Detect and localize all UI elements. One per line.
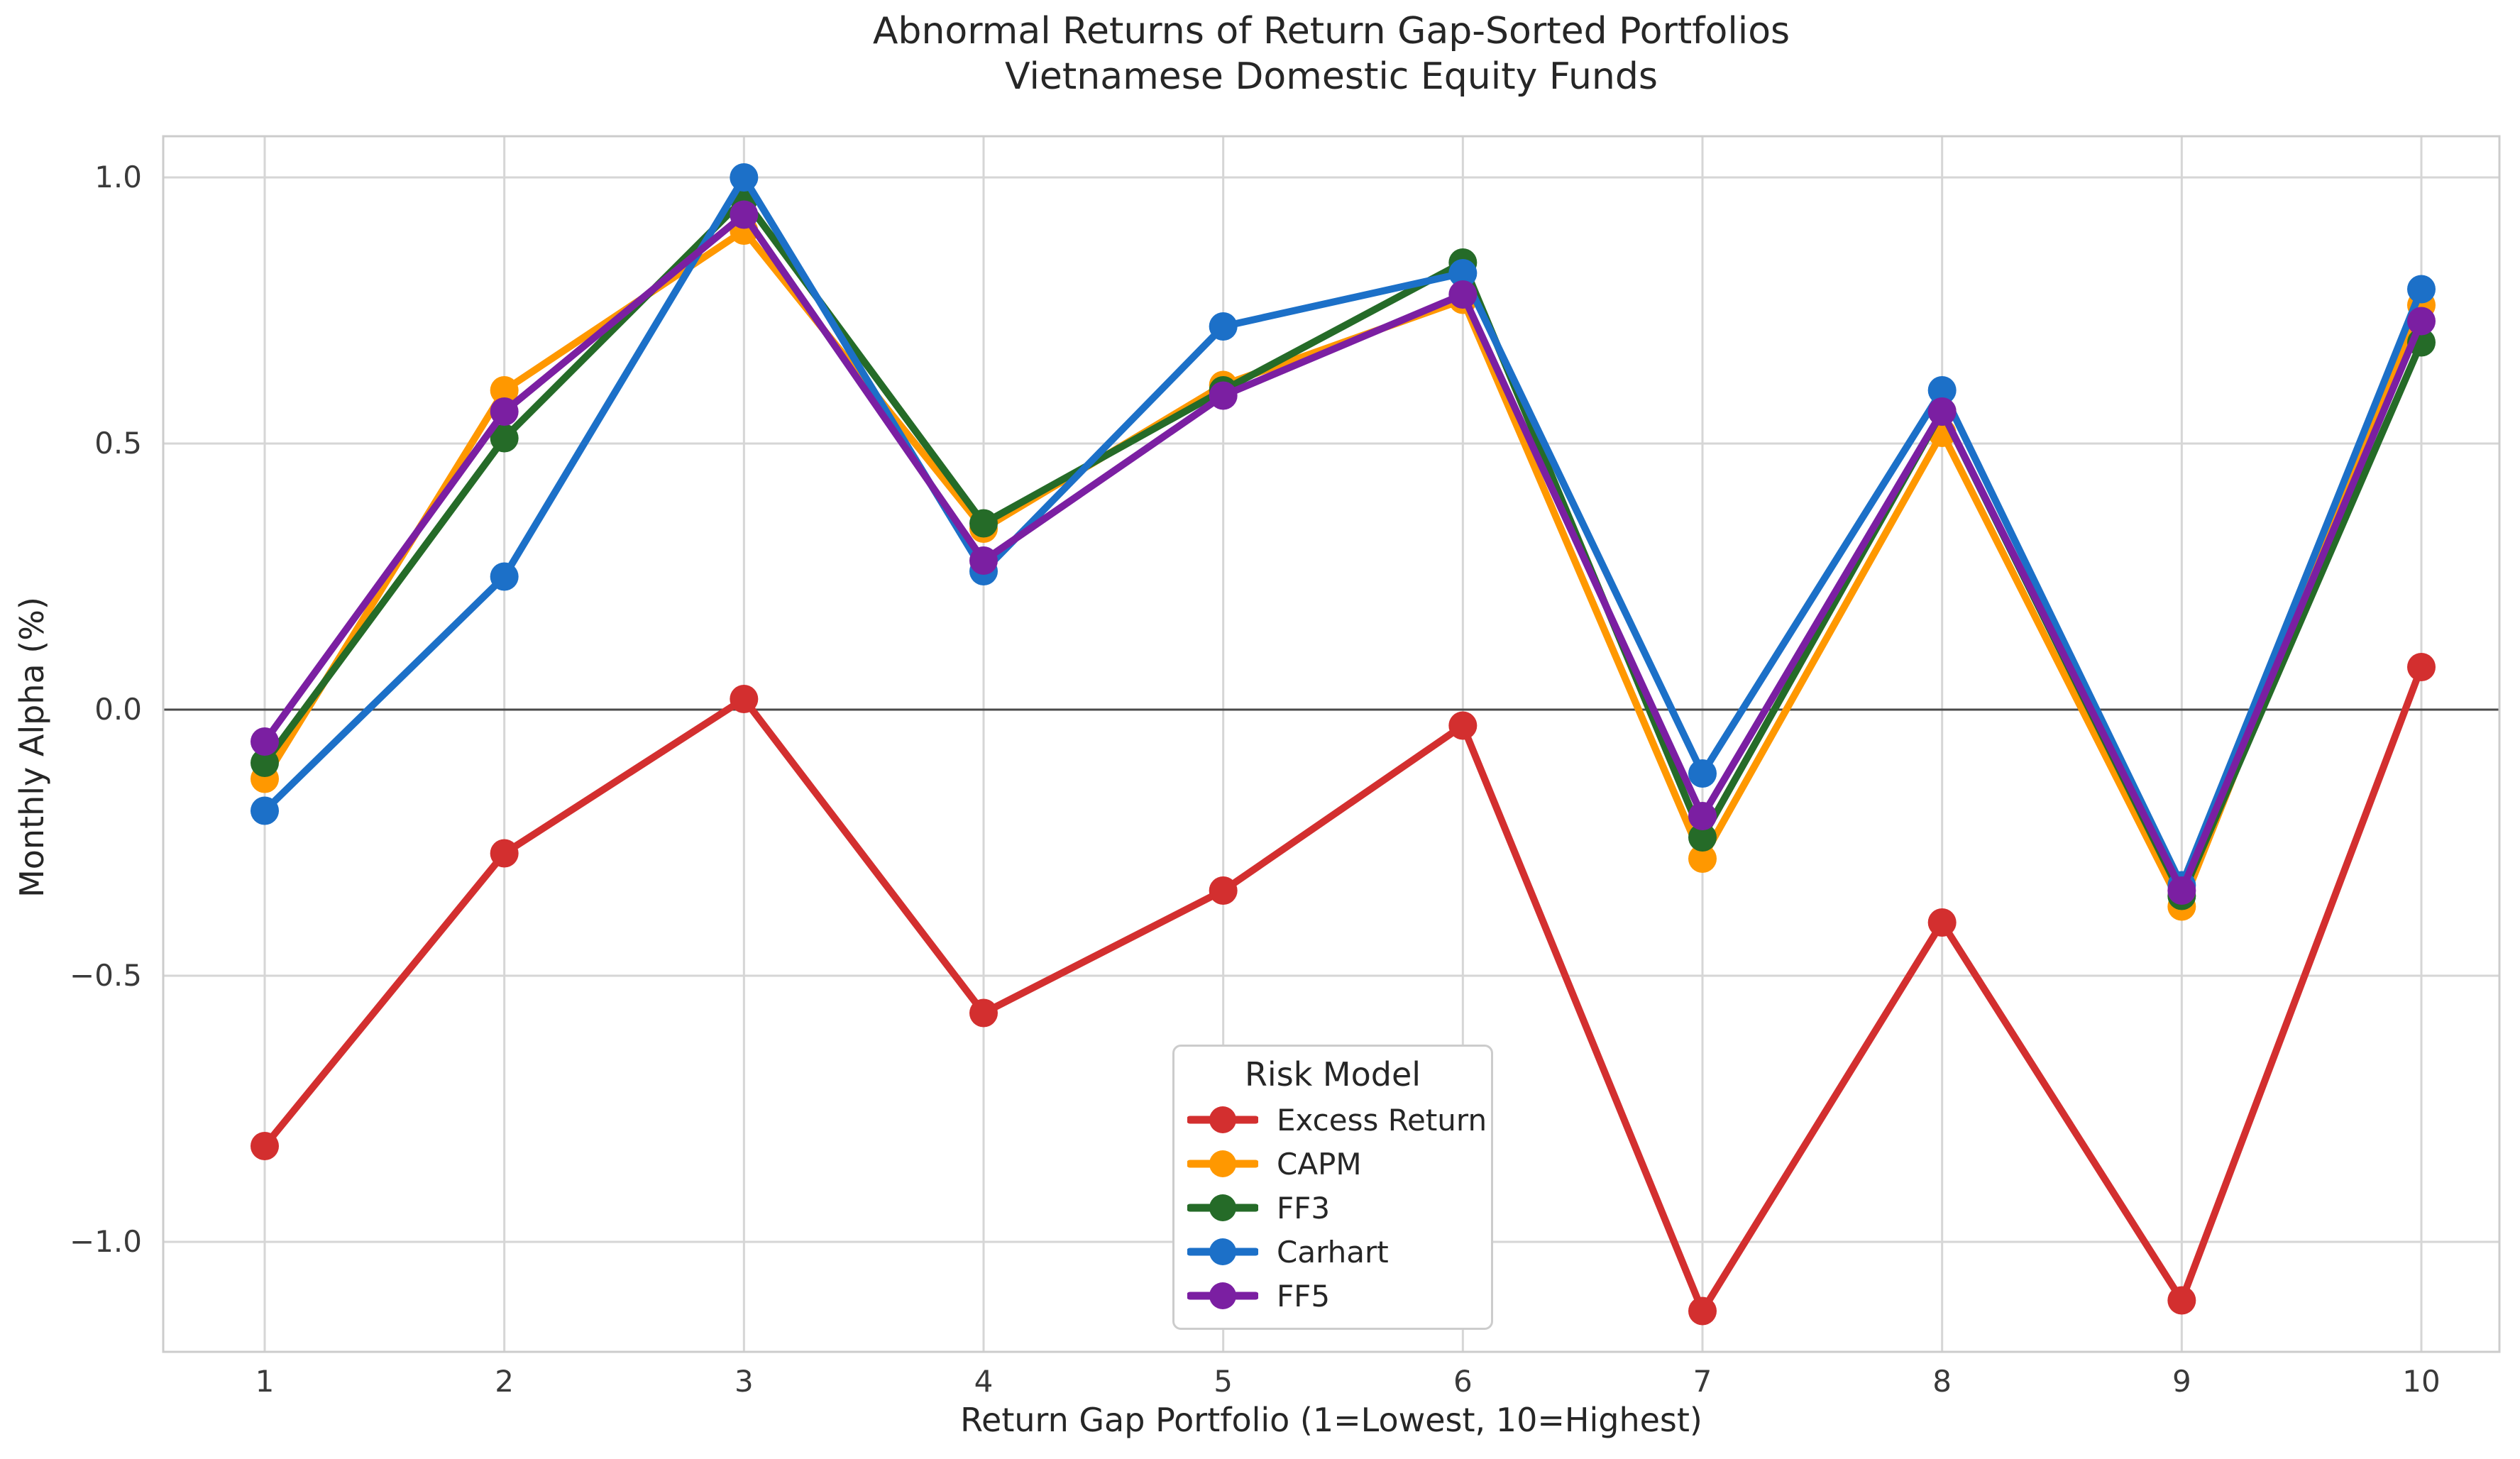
x-tick-label-9: 9 bbox=[2172, 1364, 2191, 1399]
data-point-excess-return-6 bbox=[1448, 711, 1478, 740]
x-tick-label-5: 5 bbox=[1214, 1364, 1233, 1399]
data-point-excess-return-10 bbox=[2407, 653, 2436, 681]
x-tick-label-3: 3 bbox=[734, 1364, 754, 1399]
x-tick-label-7: 7 bbox=[1693, 1364, 1712, 1399]
y-tick-label-−0.5: −0.5 bbox=[70, 958, 142, 993]
data-point-excess-return-4 bbox=[969, 998, 998, 1028]
data-point-excess-return-9 bbox=[2167, 1286, 2196, 1315]
x-tick-label-4: 4 bbox=[974, 1364, 994, 1399]
legend-rows: Excess Return CAPM FF3 Carhart FF5 bbox=[1187, 1098, 1487, 1318]
data-point-ff3-2 bbox=[490, 424, 519, 453]
series-capm bbox=[251, 216, 2436, 921]
data-point-carhart-7 bbox=[1688, 759, 1717, 788]
data-point-excess-return-2 bbox=[490, 839, 519, 868]
data-point-ff5-4 bbox=[969, 546, 998, 575]
data-point-capm-2 bbox=[490, 376, 519, 404]
y-tick-label-−1.0: −1.0 bbox=[70, 1224, 142, 1259]
x-tick-label-2: 2 bbox=[495, 1364, 515, 1399]
data-point-carhart-8 bbox=[1927, 376, 1957, 404]
data-point-ff3-7 bbox=[1688, 823, 1717, 852]
legend-item-label: FF5 bbox=[1277, 1278, 1331, 1314]
y-tick-label-0.0: 0.0 bbox=[94, 692, 142, 727]
legend-item-label: CAPM bbox=[1277, 1146, 1362, 1182]
x-tick-label-10: 10 bbox=[2402, 1364, 2441, 1399]
data-point-excess-return-7 bbox=[1688, 1296, 1717, 1326]
chart-title: Abnormal Returns of Return Gap-Sorted Po… bbox=[163, 9, 2499, 99]
plot-border bbox=[162, 135, 2501, 1353]
data-point-ff3-1 bbox=[251, 749, 279, 777]
data-point-ff5-6 bbox=[1448, 280, 1478, 309]
legend-marker-capm bbox=[1187, 1150, 1258, 1177]
data-point-excess-return-5 bbox=[1209, 876, 1238, 905]
chart-title-line-2: Vietnamese Domestic Equity Funds bbox=[1005, 55, 1658, 98]
x-tick-label-6: 6 bbox=[1453, 1364, 1473, 1399]
x-tick-label-1: 1 bbox=[255, 1364, 275, 1399]
y-axis-label: Monthly Alpha (%) bbox=[13, 597, 51, 898]
legend-marker-ff3 bbox=[1187, 1194, 1258, 1221]
legend-item-ff5: FF5 bbox=[1187, 1274, 1478, 1318]
data-point-ff5-2 bbox=[490, 397, 519, 426]
legend-item-carhart: Carhart bbox=[1187, 1230, 1478, 1274]
legend: Risk Model Excess Return CAPM FF3 Carhart FF… bbox=[1172, 1045, 1493, 1330]
legend-item-ff3: FF3 bbox=[1187, 1186, 1478, 1230]
data-point-ff5-9 bbox=[2167, 876, 2196, 905]
x-tick-label-8: 8 bbox=[1932, 1364, 1952, 1399]
data-point-ff5-5 bbox=[1209, 381, 1238, 410]
data-point-ff5-10 bbox=[2407, 307, 2436, 336]
legend-item-label: FF3 bbox=[1277, 1190, 1331, 1226]
legend-item-capm: CAPM bbox=[1187, 1142, 1478, 1186]
legend-marker-carhart bbox=[1187, 1238, 1258, 1265]
data-point-excess-return-8 bbox=[1927, 908, 1957, 937]
x-axis-label: Return Gap Portfolio (1=Lowest, 10=Highe… bbox=[960, 1401, 1702, 1439]
data-point-carhart-1 bbox=[251, 796, 279, 825]
data-point-carhart-2 bbox=[490, 562, 519, 591]
legend-item-excess-return: Excess Return bbox=[1187, 1098, 1487, 1142]
series-ff5 bbox=[251, 200, 2436, 905]
data-point-excess-return-3 bbox=[730, 685, 759, 713]
data-point-carhart-6 bbox=[1448, 259, 1478, 287]
data-point-ff5-3 bbox=[730, 200, 759, 229]
legend-item-label: Carhart bbox=[1277, 1234, 1389, 1270]
data-point-carhart-5 bbox=[1209, 312, 1238, 341]
legend-title: Risk Model bbox=[1244, 1055, 1421, 1094]
data-point-excess-return-1 bbox=[251, 1132, 279, 1160]
data-point-capm-7 bbox=[1688, 844, 1717, 873]
data-point-carhart-10 bbox=[2407, 275, 2436, 304]
y-tick-label-1.0: 1.0 bbox=[94, 160, 142, 194]
data-point-ff3-4 bbox=[969, 509, 998, 538]
series-carhart bbox=[251, 163, 2436, 900]
legend-marker-excess-return bbox=[1187, 1106, 1258, 1133]
data-point-carhart-3 bbox=[730, 163, 759, 192]
y-tick-label-0.5: 0.5 bbox=[94, 426, 142, 461]
series-excess-return bbox=[251, 653, 2436, 1326]
data-point-ff5-8 bbox=[1927, 397, 1957, 426]
chart-title-line-1: Abnormal Returns of Return Gap-Sorted Po… bbox=[872, 10, 1790, 53]
data-point-ff5-1 bbox=[251, 727, 279, 756]
series-ff3 bbox=[251, 185, 2436, 910]
legend-item-label: Excess Return bbox=[1277, 1102, 1487, 1138]
data-point-ff5-7 bbox=[1688, 802, 1717, 830]
legend-marker-ff5 bbox=[1187, 1282, 1258, 1309]
